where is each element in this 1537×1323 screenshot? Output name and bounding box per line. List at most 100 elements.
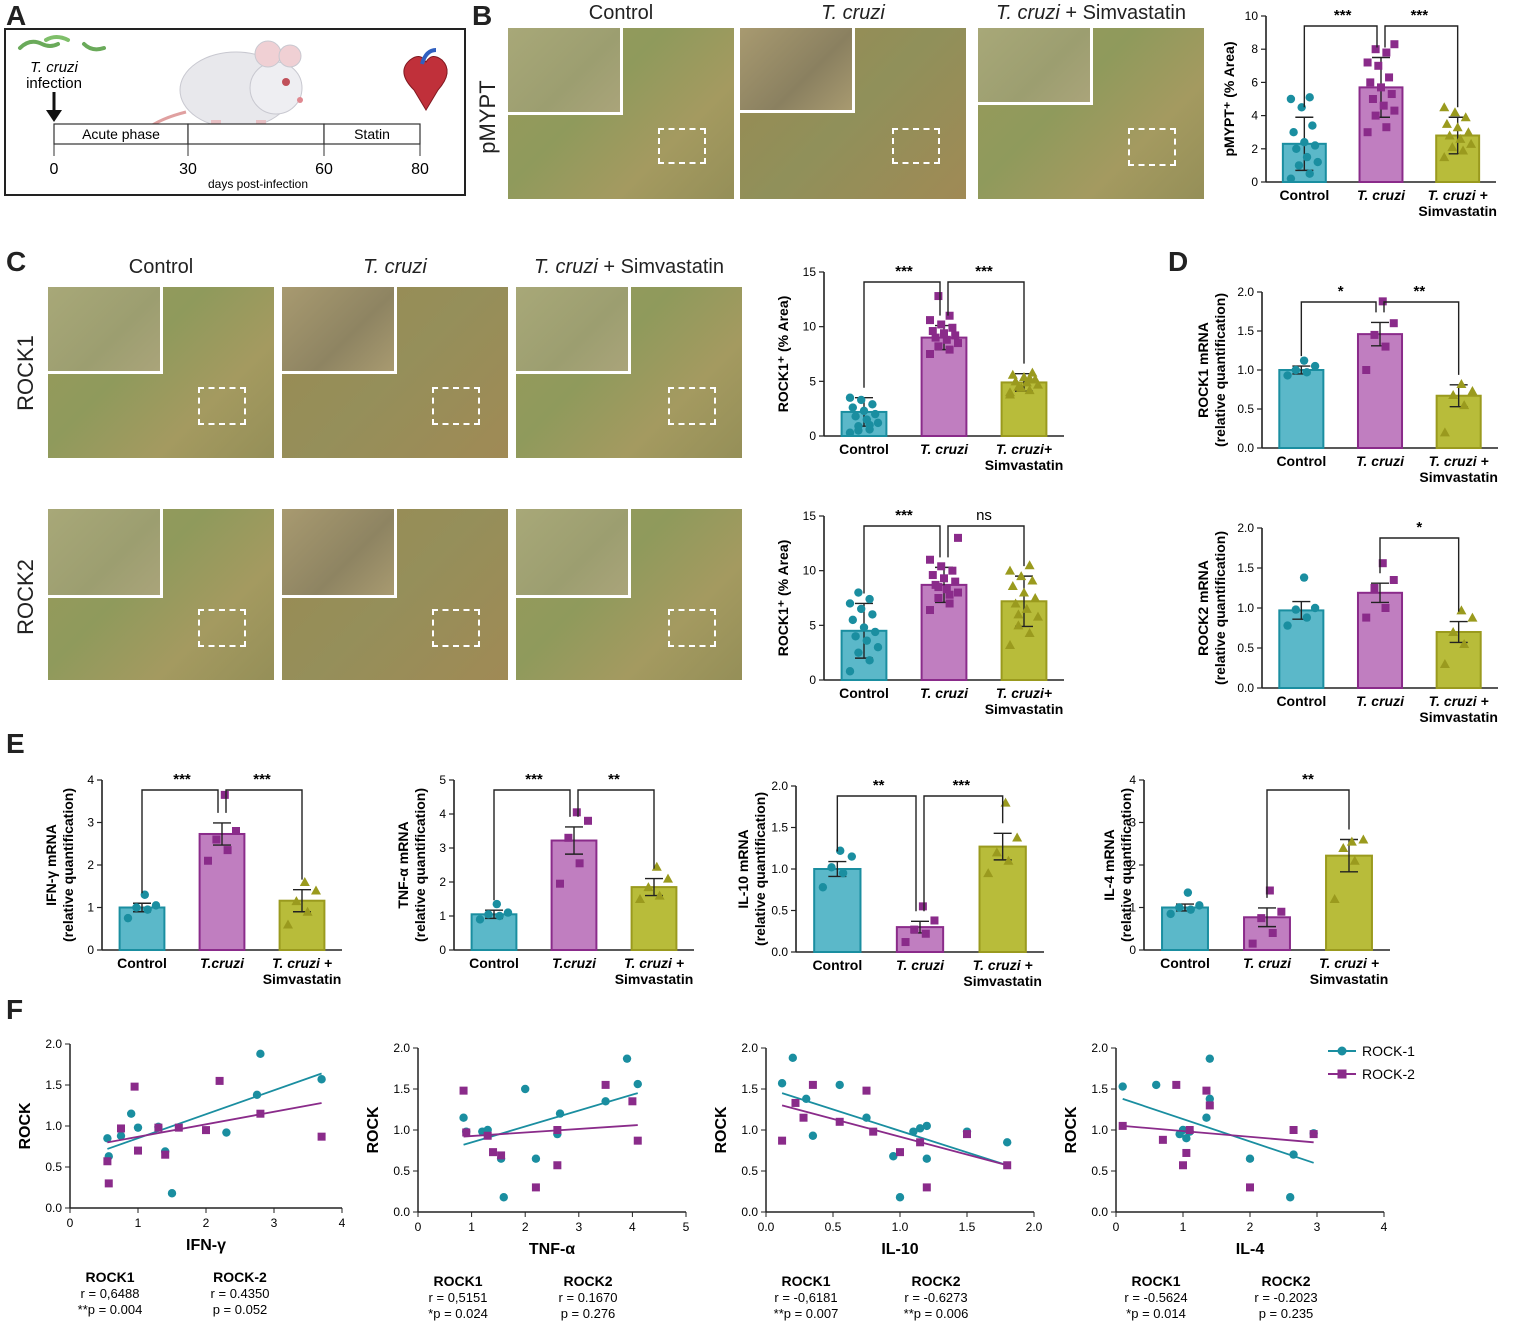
y-tick-label: 0.5 [1237,641,1254,655]
x-category-label: T. cruzi [920,685,969,701]
data-point [564,833,573,842]
x-category-label: Control [839,441,889,457]
y-tick-label: 5 [439,773,446,787]
stat-rock1-p: *p = 0.014 [1126,1306,1186,1321]
y-tick-label: 3 [87,816,94,830]
x-category-label: T.cruzi [200,955,245,971]
regression-line [781,1104,1008,1167]
data-point [926,555,934,564]
micrograph-c-rock1-tcruzi [282,287,508,458]
y-axis-label: ROCK [17,1102,34,1150]
x-category-label: Control [812,957,862,973]
data-point [1005,565,1015,575]
y-tick-label: 1.5 [1237,324,1254,338]
data-point [1309,1130,1318,1139]
data-point [777,1079,787,1088]
legend-rock1-marker [1337,1046,1347,1056]
x-category-label: Control [469,955,519,971]
bar [470,913,518,952]
y-axis-label: (relative quantification) [1212,293,1228,447]
x-category-label: Simvastatin [1419,469,1498,485]
y-axis-label: (relative quantification) [412,788,428,942]
data-point [123,913,133,923]
x-tick-label: 1.5 [959,1220,976,1234]
x-category-label: T. cruzi [1243,955,1292,971]
data-point [1024,560,1035,570]
roi-box [198,387,246,425]
significance-bracket [1300,301,1377,357]
data-point [116,1131,126,1141]
panel-letter-c: C [6,246,27,277]
b-col-tcruzi: T. cruzi [821,2,885,24]
x-axis-label: IL-4 [1236,1241,1265,1258]
c-col-control: Control [128,256,194,278]
micrograph-c-rock2-control [48,509,274,680]
stat-rock2-p: p = 0.052 [213,1302,268,1317]
micrograph-b-tcruzi [740,28,966,199]
data-point [847,852,856,861]
data-point [1439,427,1450,437]
data-point [556,879,564,888]
y-axis-label: (relative quantification) [1118,788,1134,942]
data-point [954,533,962,542]
data-point [915,1124,925,1133]
data-point [937,562,946,571]
significance-bracket [493,789,571,901]
data-point [802,1094,811,1104]
data-point [256,1109,265,1118]
y-axis-label: ROCK1⁺ (% Area) [775,296,791,413]
stat-rock1-name: ROCK1 [433,1273,482,1289]
x-tick-label: 5 [683,1220,690,1234]
data-point [1346,836,1357,846]
significance-bracket [225,789,303,880]
data-point [854,648,863,657]
bar [550,839,598,951]
y-tick-label: 1.0 [45,1119,62,1133]
data-point [1286,1193,1295,1202]
data-point [1118,1121,1127,1130]
y-tick-label: 0.0 [1237,441,1254,455]
data-point [459,1086,468,1095]
x-tick-label: 4 [1381,1220,1388,1234]
data-point [1387,90,1396,99]
chart-c-rock2: 0 5 10 15 ROCK1⁺ (% Area) Control T. cruzi T. c… [775,507,1064,717]
data-point [1305,169,1314,178]
x-category-label: T. cruzi [920,441,969,457]
data-point [945,590,954,599]
data-point [503,908,513,917]
c-col-tcruzi: T. cruzi [363,256,427,278]
roi-box [432,609,480,647]
data-point [256,1049,265,1059]
data-point [283,919,293,929]
data-point [865,656,874,665]
data-point [1024,385,1035,395]
data-point [791,1098,800,1107]
data-point [1005,387,1015,397]
data-point [1012,832,1023,842]
data-point [1186,905,1195,914]
data-point [1374,61,1383,70]
infection-arrow-head [46,110,62,122]
data-point [808,1080,817,1089]
data-point [553,1161,562,1170]
x-category-label: T. cruzi + [1429,453,1489,469]
data-point [215,1076,224,1085]
data-point [896,1148,904,1157]
data-point [854,588,863,597]
chart-e-il4-mrna: 0 1 2 3 4 IL-4 mRNA (relative quantification) C… [1101,771,1390,987]
x-tick-label: 2 [1247,1220,1254,1234]
significance-bracket [1383,301,1460,375]
significance-label: *** [895,507,913,524]
y-axis-label: IL-10 mRNA [735,829,751,908]
data-point [1166,909,1175,919]
data-point [1452,122,1463,132]
x-tick-label: 1.0 [892,1220,909,1234]
data-point [1195,901,1204,910]
y-tick-label: 6 [1251,75,1258,89]
data-point [103,1134,112,1143]
data-point [845,393,855,402]
data-point [818,883,828,892]
y-tick-label: 0.0 [1091,1205,1108,1219]
data-point [934,292,943,301]
